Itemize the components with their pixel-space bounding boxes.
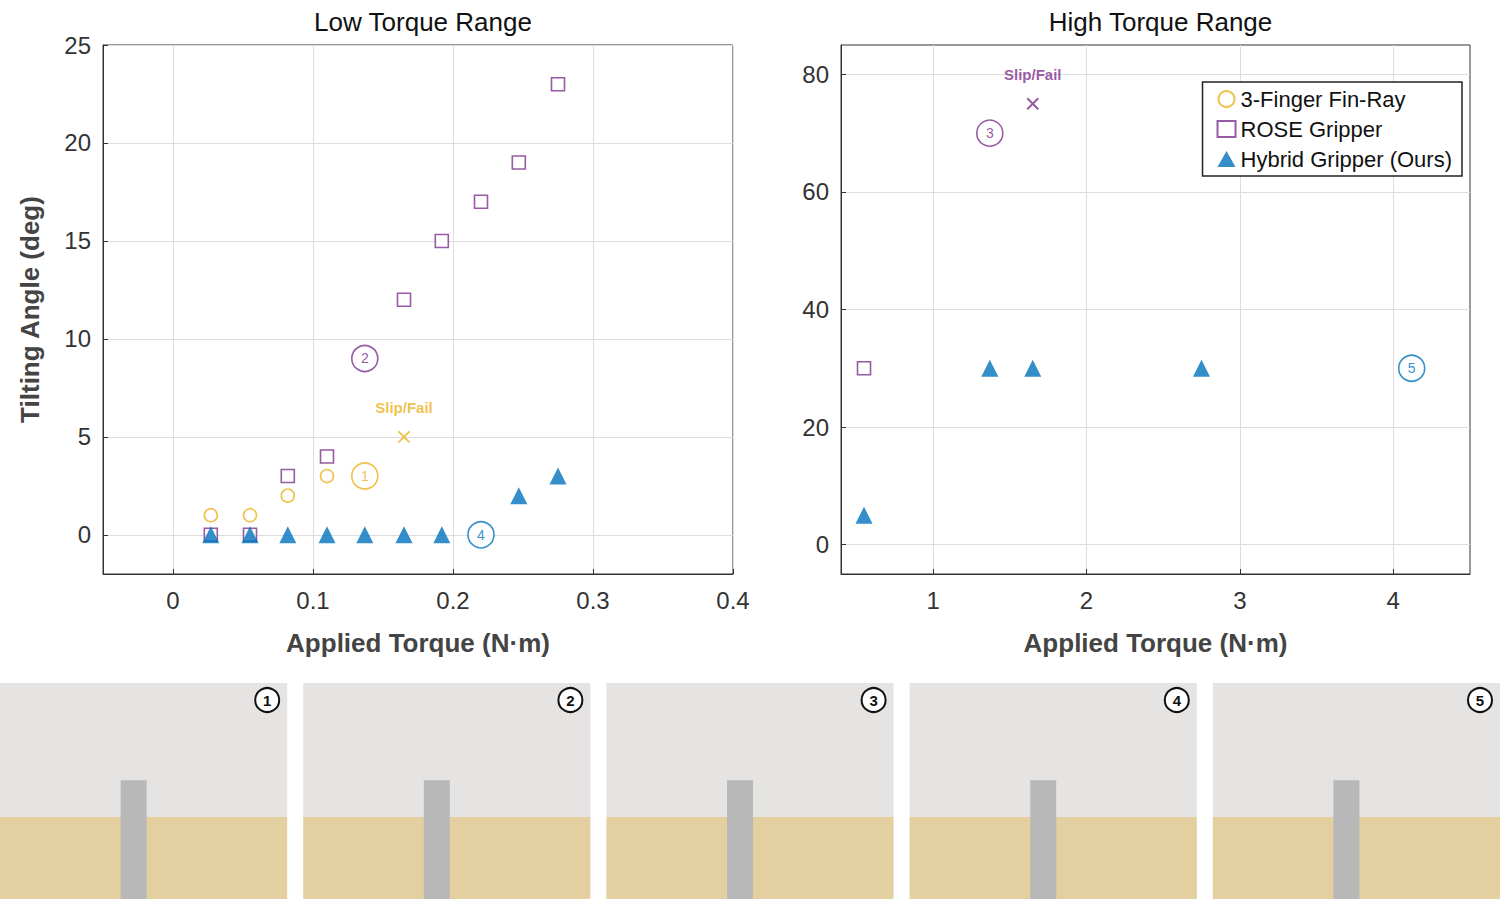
svg-text:0: 0 xyxy=(166,587,179,614)
svg-text:0: 0 xyxy=(78,521,91,548)
svg-text:25: 25 xyxy=(64,32,91,59)
svg-text:2: 2 xyxy=(361,350,369,366)
svg-text:4: 4 xyxy=(477,527,485,543)
svg-text:2: 2 xyxy=(1080,587,1093,614)
svg-text:1: 1 xyxy=(361,468,369,484)
svg-text:Slip/Fail: Slip/Fail xyxy=(375,399,433,416)
svg-text:Slip/Fail: Slip/Fail xyxy=(1004,66,1062,83)
svg-text:60: 60 xyxy=(802,178,829,205)
svg-text:0: 0 xyxy=(816,531,829,558)
svg-text:20: 20 xyxy=(64,129,91,156)
svg-text:3-Finger Fin-Ray: 3-Finger Fin-Ray xyxy=(1241,87,1406,112)
svg-text:4: 4 xyxy=(1387,587,1400,614)
svg-text:3: 3 xyxy=(869,692,877,709)
svg-text:0.3: 0.3 xyxy=(576,587,609,614)
svg-text:2: 2 xyxy=(566,692,574,709)
svg-text:0.2: 0.2 xyxy=(436,587,469,614)
svg-text:15: 15 xyxy=(64,227,91,254)
svg-text:0.4: 0.4 xyxy=(716,587,749,614)
svg-text:Low Torque Range: Low Torque Range xyxy=(314,7,532,37)
svg-text:Hybrid Gripper (Ours): Hybrid Gripper (Ours) xyxy=(1241,147,1452,172)
svg-text:ROSE Gripper: ROSE Gripper xyxy=(1241,117,1383,142)
svg-text:Applied Torque (N·m): Applied Torque (N·m) xyxy=(286,628,550,658)
svg-text:40: 40 xyxy=(802,296,829,323)
svg-text:Applied Torque (N·m): Applied Torque (N·m) xyxy=(1024,628,1288,658)
svg-text:1: 1 xyxy=(926,587,939,614)
svg-text:5: 5 xyxy=(78,423,91,450)
svg-text:High Torque Range: High Torque Range xyxy=(1049,7,1273,37)
svg-text:5: 5 xyxy=(1476,692,1484,709)
svg-text:1: 1 xyxy=(263,692,271,709)
svg-text:5: 5 xyxy=(1408,360,1416,376)
svg-text:20: 20 xyxy=(802,414,829,441)
svg-text:3: 3 xyxy=(986,125,994,141)
svg-text:80: 80 xyxy=(802,61,829,88)
svg-text:3: 3 xyxy=(1233,587,1246,614)
svg-text:0.1: 0.1 xyxy=(296,587,329,614)
svg-text:4: 4 xyxy=(1173,692,1182,709)
svg-text:10: 10 xyxy=(64,325,91,352)
svg-text:Tilting Angle (deg): Tilting Angle (deg) xyxy=(15,196,45,423)
